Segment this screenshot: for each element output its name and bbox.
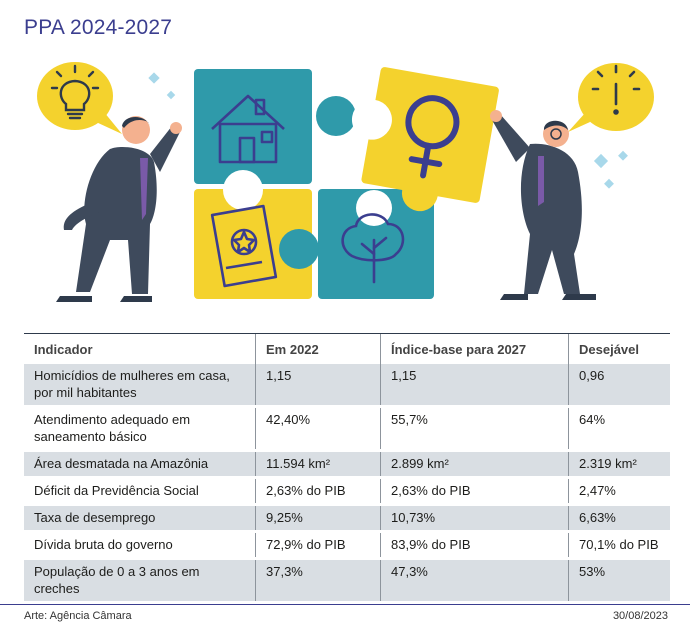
value-2022-cell: 72,9% do PIB [255, 531, 381, 559]
indicator-cell: Homicídios de mulheres em casa, por mil … [34, 368, 230, 400]
value-desired-cell: 64% [568, 406, 670, 451]
header-2022: Em 2022 [255, 333, 381, 364]
tree-icon [341, 213, 405, 284]
house-icon [211, 94, 285, 164]
table-row: Taxa de desemprego 9,25% 10,73% 6,63% [24, 504, 670, 532]
value-2022-cell: 9,25% [255, 504, 381, 532]
document-badge-icon [210, 204, 278, 288]
header-desired: Desejável [568, 333, 670, 364]
value-2022-cell: 2,63% do PIB [255, 477, 381, 505]
table-header-row: Indicador Em 2022 Índice-base para 2027 … [24, 333, 670, 364]
value-base-2027-cell: 10,73% [380, 504, 569, 532]
header-indicator: Indicador [24, 333, 256, 364]
indicator-cell: Dívida bruta do governo [34, 537, 173, 552]
puzzle-piece-house [194, 69, 356, 184]
footer-divider [0, 604, 690, 605]
sparkles [148, 72, 628, 189]
value-desired-cell: 2.319 km² [568, 450, 670, 478]
puzzle-piece-document [194, 170, 312, 299]
value-desired-cell: 2,47% [568, 477, 670, 505]
date-text: 30/08/2023 [612, 610, 668, 622]
value-base-2027-cell: 2.899 km² [380, 450, 569, 478]
table-row: Déficit da Previdência Social 2,63% do P… [24, 477, 670, 505]
businessman-left [56, 116, 182, 302]
value-base-2027-cell: 83,9% do PIB [380, 531, 569, 559]
table-row: Área desmatada na Amazônia 11.594 km² 2.… [24, 450, 670, 478]
lightbulb-icon [50, 64, 100, 120]
table-row: População de 0 a 3 anos em creches 37,3%… [24, 558, 670, 603]
header-base-2027: Índice-base para 2027 [380, 333, 569, 364]
puzzle-illustration [37, 62, 654, 302]
speech-bubble-left [37, 62, 122, 134]
credit-text: Arte: Agência Câmara [24, 610, 132, 622]
value-2022-cell: 11.594 km² [255, 450, 381, 478]
indicator-cell: Taxa de desemprego [34, 510, 156, 525]
indicator-cell: Déficit da Previdência Social [34, 483, 199, 498]
value-desired-cell: 53% [568, 558, 670, 603]
value-base-2027-cell: 47,3% [380, 558, 569, 603]
page-title: PPA 2024-2027 [24, 16, 173, 39]
value-desired-cell: 70,1% do PIB [568, 531, 670, 559]
value-base-2027-cell: 2,63% do PIB [380, 477, 569, 505]
value-desired-cell: 0,96 [568, 364, 670, 407]
female-symbol-icon [405, 95, 460, 179]
table-row: Homicídios de mulheres em casa, por mil … [24, 364, 670, 407]
value-2022-cell: 37,3% [255, 558, 381, 603]
value-2022-cell: 42,40% [255, 406, 381, 451]
speech-bubble-right [568, 63, 654, 132]
value-base-2027-cell: 1,15 [380, 364, 569, 407]
value-desired-cell: 6,63% [568, 504, 670, 532]
puzzle-piece-female [351, 67, 499, 212]
indicator-cell: Área desmatada na Amazônia [34, 456, 209, 471]
indicators-table: Indicador Em 2022 Índice-base para 2027 … [24, 333, 670, 604]
exclamation-icon [591, 64, 641, 115]
value-2022-cell: 1,15 [255, 364, 381, 407]
value-base-2027-cell: 55,7% [380, 406, 569, 451]
table-row: Dívida bruta do governo 72,9% do PIB 83,… [24, 531, 670, 559]
puzzle-piece-tree [279, 189, 434, 299]
indicator-cell: População de 0 a 3 anos em creches [34, 564, 200, 596]
businessman-right [490, 110, 596, 300]
table-row: Atendimento adequado em saneamento básic… [24, 406, 670, 451]
indicator-cell: Atendimento adequado em saneamento básic… [34, 412, 191, 444]
